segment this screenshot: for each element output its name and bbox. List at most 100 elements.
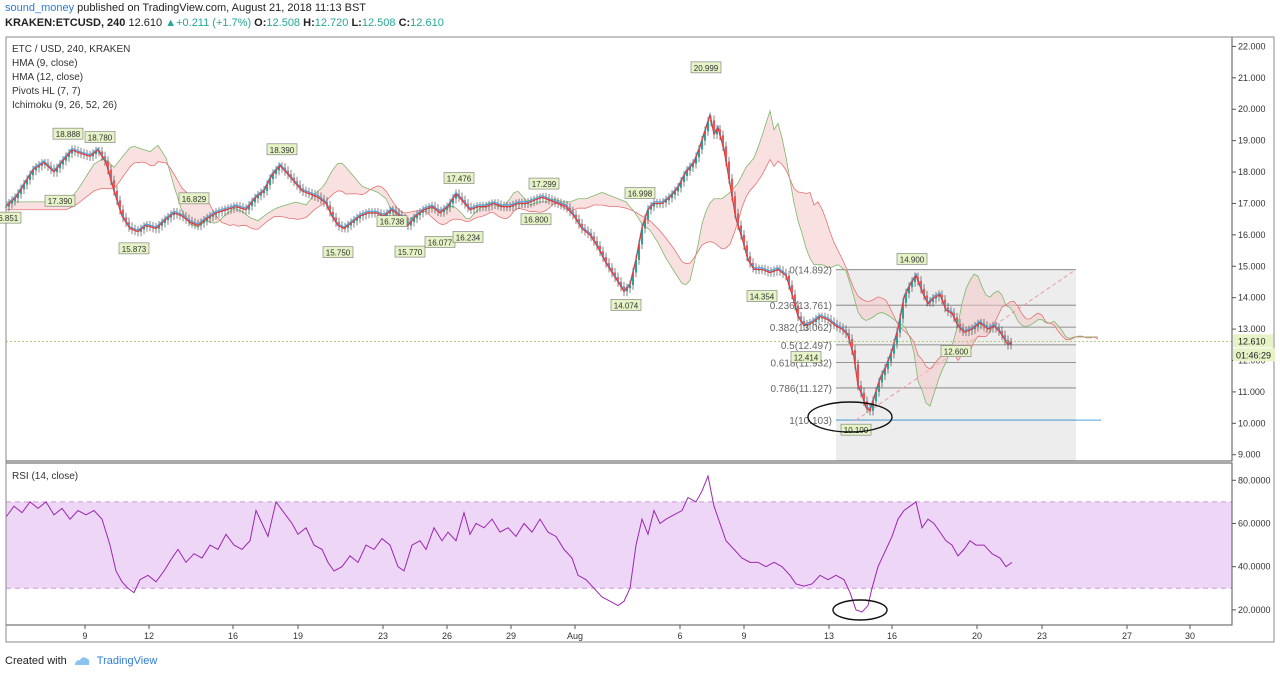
rsi-line <box>5 474 1013 613</box>
pivot-label: 15.750 <box>326 249 351 258</box>
candle-body <box>746 245 748 257</box>
pivot-label: 18.888 <box>56 130 81 139</box>
x-tick-label: 16 <box>228 631 238 641</box>
fib-box <box>836 269 1076 461</box>
x-tick-label: 9 <box>741 631 746 641</box>
y-tick-label: 20.000 <box>1238 104 1266 114</box>
candle-body <box>725 146 727 162</box>
candle-body <box>20 189 22 195</box>
candle-body <box>839 326 841 329</box>
candle-body <box>56 168 58 173</box>
close-value: 12.610 <box>410 17 444 29</box>
candle-body <box>641 228 643 245</box>
fib-level-label: 0(14.892) <box>789 266 832 277</box>
candle-body <box>914 277 916 282</box>
candle-body <box>686 170 688 176</box>
candle-body <box>140 229 142 232</box>
candle-body <box>851 339 853 351</box>
candle-body <box>875 391 877 402</box>
candle-body <box>200 223 202 226</box>
pivot-label-box <box>746 290 778 302</box>
candle-body <box>653 203 655 207</box>
candle-body <box>272 174 274 180</box>
candle-body <box>167 217 169 221</box>
pivot-label-box <box>896 253 928 265</box>
pivot-label: 12.414 <box>794 353 819 362</box>
candle-body <box>65 157 67 161</box>
candle-body <box>164 220 166 223</box>
change-arrow-icon: ▲ <box>165 17 177 29</box>
candle-body <box>170 215 172 218</box>
candle-body <box>818 317 820 320</box>
candle-body <box>755 267 757 270</box>
candle-body <box>857 364 859 386</box>
candle-body <box>248 205 250 210</box>
pivot-label: 16.077 <box>428 238 453 247</box>
candle-body <box>350 223 352 226</box>
candle-body <box>926 295 928 302</box>
candle-body <box>626 288 628 292</box>
fib-level-label: 0.236(13.761) <box>770 301 832 312</box>
pivot-label: 16.829 <box>182 195 207 204</box>
candle-body <box>863 392 865 402</box>
countdown-tag <box>1233 348 1275 362</box>
countdown-label: 01:46:29 <box>1236 350 1271 360</box>
candle-body <box>203 220 205 224</box>
candle-body <box>674 191 676 195</box>
candle-body <box>791 285 793 295</box>
candle-body <box>41 163 43 166</box>
candle-body <box>932 298 934 302</box>
published-text: published on TradingView.com, August 21,… <box>77 2 367 14</box>
candle-body <box>872 401 874 411</box>
x-tick-label: 26 <box>442 631 452 641</box>
candle-body <box>275 170 277 175</box>
candle-body <box>263 190 265 194</box>
candle-body <box>38 165 40 168</box>
candle-body <box>728 161 730 179</box>
pivot-label-box <box>118 242 150 255</box>
candle-body <box>212 214 214 217</box>
x-tick-label: 19 <box>293 631 303 641</box>
candle-body <box>923 288 925 296</box>
rsi-y-tick-label: 20.0000 <box>1238 605 1271 615</box>
y-tick-label: 18.000 <box>1238 167 1266 177</box>
candle-body <box>209 216 211 219</box>
candle-body <box>254 198 256 203</box>
y-tick-label: 21.000 <box>1238 73 1266 83</box>
y-tick-label: 9.000 <box>1238 450 1261 460</box>
hma9-line <box>5 113 1013 412</box>
y-tick-label: 16.000 <box>1238 230 1266 240</box>
open-label: O: <box>254 17 267 29</box>
fib-level-label: 0.786(11.127) <box>770 384 832 395</box>
symbol-line: KRAKEN:ETCUSD, 240 <box>5 17 126 29</box>
pivot-label-box <box>624 187 656 199</box>
candle-body <box>722 135 724 147</box>
pivot-label-box <box>0 211 22 224</box>
last-price: 12.610 <box>128 17 163 29</box>
candle-body <box>743 234 745 246</box>
x-tick-label: 6 <box>677 631 682 641</box>
legend-entry: HMA (12, close) <box>12 72 83 83</box>
candle-body <box>695 157 697 164</box>
candle-body <box>860 385 862 393</box>
tradingview-link[interactable]: TradingView <box>96 655 158 667</box>
candle-body <box>854 350 856 365</box>
pivot-label: 18.780 <box>88 134 113 143</box>
candle-body <box>788 275 790 286</box>
candle-body <box>650 206 652 210</box>
rsi-y-tick-label: 60.0000 <box>1238 518 1271 528</box>
candle-body <box>161 222 163 226</box>
candle-body <box>677 187 679 192</box>
pivot-label-box <box>790 351 822 363</box>
candle-body <box>887 361 889 369</box>
x-tick-label: 30 <box>1185 631 1195 641</box>
legend-entry: ETC / USD, 240, KRAKEN <box>12 44 130 55</box>
author-link[interactable]: sound_money <box>5 2 75 14</box>
candle-body <box>950 311 952 313</box>
candle-body <box>14 198 16 201</box>
pivot-label-box <box>266 143 298 156</box>
candle-body <box>29 175 31 180</box>
publish-info: sound_money published on TradingView.com… <box>5 2 366 14</box>
candle-body <box>899 318 901 333</box>
